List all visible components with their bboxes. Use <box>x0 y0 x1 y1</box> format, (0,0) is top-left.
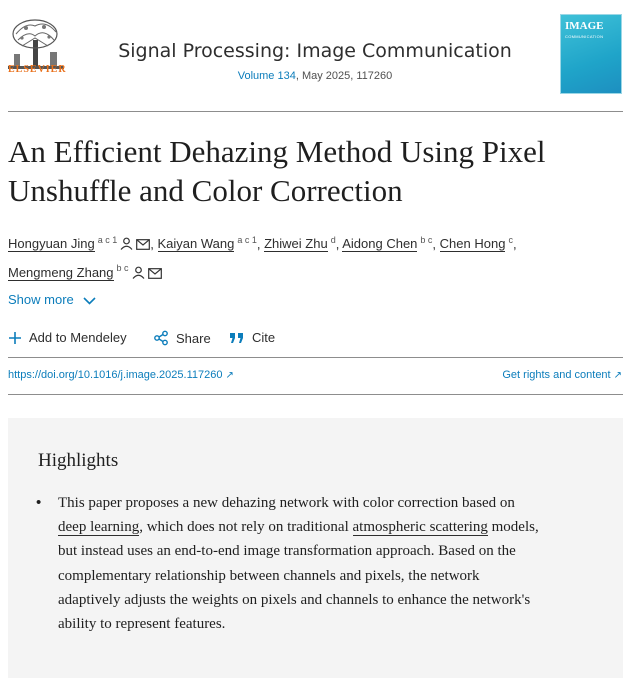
cite-label: Cite <box>252 330 276 345</box>
author-affiliation: d <box>330 235 336 245</box>
share-button[interactable]: Share <box>153 330 211 346</box>
article-title: An Efficient Dehazing Method Using Pixel… <box>8 134 546 208</box>
author-entry: Zhiwei Zhu d <box>264 235 336 253</box>
volume-link[interactable]: Volume 134 <box>237 70 296 82</box>
author-name-button[interactable]: Chen Hong <box>439 236 506 253</box>
author-name-button[interactable]: Mengmeng Zhang <box>8 264 114 281</box>
share-label: Share <box>176 331 211 346</box>
author-entry: Kaiyan Wang a c 1 <box>157 235 257 253</box>
author-name-button[interactable]: Kaiyan Wang <box>157 236 235 253</box>
doi-text: https://doi.org/10.1016/j.image.2025.117… <box>8 369 223 381</box>
author-affiliation: c <box>508 235 513 245</box>
show-more-button[interactable]: Show more <box>8 292 96 307</box>
quote-icon <box>230 333 243 343</box>
rights-link[interactable]: Get rights and content ↗ <box>502 369 622 381</box>
doi-link[interactable]: https://doi.org/10.1016/j.image.2025.117… <box>8 369 234 381</box>
plus-icon <box>9 332 21 344</box>
author-affiliation: a c 1 <box>97 235 118 245</box>
issue-details: , May 2025, 117260 <box>295 70 393 82</box>
author-entry: Hongyuan Jing a c 1 <box>8 235 151 253</box>
highlight-text-1: This paper proposes a new dehazing netwo… <box>58 495 515 511</box>
highlight-text-3: models, but instead uses an end-to-end i… <box>58 519 539 633</box>
highlights-heading: Highlights <box>38 450 119 471</box>
author-name-button[interactable]: Hongyuan Jing <box>8 236 95 253</box>
author-separator: , <box>335 236 340 252</box>
person-icon[interactable] <box>132 266 145 279</box>
author-separator: , <box>256 236 261 252</box>
deep-learning-link[interactable]: deep learning <box>58 519 140 537</box>
cite-button[interactable]: Cite <box>229 330 275 345</box>
journal-title[interactable]: Signal Processing: Image Communication <box>118 40 512 62</box>
journal-cover-thumbnail[interactable]: IMAGE COMMUNICATION <box>560 14 622 94</box>
author-entry: Mengmeng Zhang b c <box>8 263 162 281</box>
author-name-button[interactable]: Aidong Chen <box>342 236 418 253</box>
author-list: Hongyuan Jing a c 1, Kaiyan Wang a c 1, Zh… <box>8 228 618 285</box>
author-separator: , <box>512 236 517 252</box>
highlights-section: Highlights • This paper proposes a new d… <box>8 418 623 678</box>
share-icon <box>154 330 168 346</box>
author-affiliation: b c <box>420 235 433 245</box>
add-to-mendeley-button[interactable]: Add to Mendeley <box>8 330 127 345</box>
person-icon[interactable] <box>120 237 133 251</box>
mail-icon[interactable] <box>136 239 151 251</box>
mail-icon[interactable] <box>147 267 162 279</box>
issue-info: Volume 134, May 2025, 117260 <box>100 70 530 82</box>
author-name-button[interactable]: Zhiwei Zhu <box>264 236 328 253</box>
bullet-marker: • <box>36 494 42 511</box>
mendeley-label: Add to Mendeley <box>29 330 127 345</box>
cover-subtitle: COMMUNICATION <box>565 34 604 39</box>
atmospheric-scattering-link[interactable]: atmospheric scattering <box>352 519 488 537</box>
header-divider <box>8 111 623 112</box>
show-more-label: Show more <box>8 292 74 307</box>
author-affiliation: b c <box>116 263 129 274</box>
author-entry: Aidong Chen b c <box>342 235 433 253</box>
publisher-name: ELSEVIER <box>8 64 67 75</box>
highlight-item: This paper proposes a new dehazing netwo… <box>58 491 543 636</box>
actions-divider <box>8 357 623 358</box>
author-affiliation: a c 1 <box>237 235 257 245</box>
author-separator: , <box>432 236 437 252</box>
author-separator: , <box>150 236 154 252</box>
author-entry: Chen Hong c <box>439 235 513 253</box>
external-arrow-icon: ↗ <box>613 370 622 381</box>
doi-divider <box>8 394 623 395</box>
cover-title: IMAGE <box>565 20 604 32</box>
highlight-text-2: , which does not rely on traditional <box>139 519 353 536</box>
rights-text: Get rights and content <box>502 369 611 381</box>
journal-header: ELSEVIER Signal Processing: Image Commun… <box>0 0 630 120</box>
elsevier-tree-logo[interactable] <box>8 10 64 78</box>
chevron-down-icon <box>83 297 96 305</box>
external-arrow-icon: ↗ <box>225 370 234 381</box>
